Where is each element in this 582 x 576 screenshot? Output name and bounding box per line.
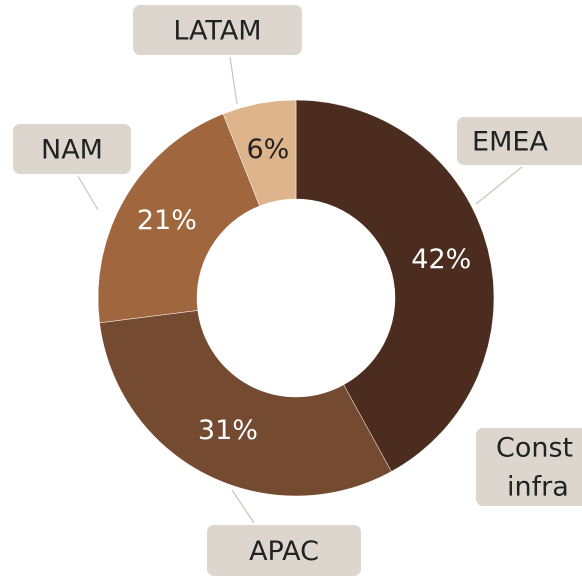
annotation-box — [476, 428, 582, 506]
slice — [295, 99, 495, 472]
category-label: LATAM — [173, 16, 261, 47]
category-label: NAM — [41, 135, 103, 166]
slice — [97, 113, 260, 324]
slice — [222, 99, 297, 207]
leader-line — [77, 175, 99, 211]
value-label: 21% — [137, 205, 197, 236]
value-label: 42% — [411, 244, 471, 275]
legend-box — [207, 525, 361, 576]
legend-box — [13, 124, 131, 174]
legend-box — [133, 5, 302, 55]
leader-line — [231, 489, 255, 524]
category-label: EMEA — [472, 127, 548, 158]
value-label: 6% — [246, 134, 289, 165]
leader-line — [229, 56, 238, 105]
slice — [99, 310, 392, 497]
annotation: Const — [496, 433, 573, 464]
leader-line — [475, 166, 523, 205]
annotation: infra — [507, 472, 569, 503]
value-label: 31% — [198, 415, 258, 446]
category-label: APAC — [249, 536, 319, 567]
legend-box — [457, 117, 582, 165]
